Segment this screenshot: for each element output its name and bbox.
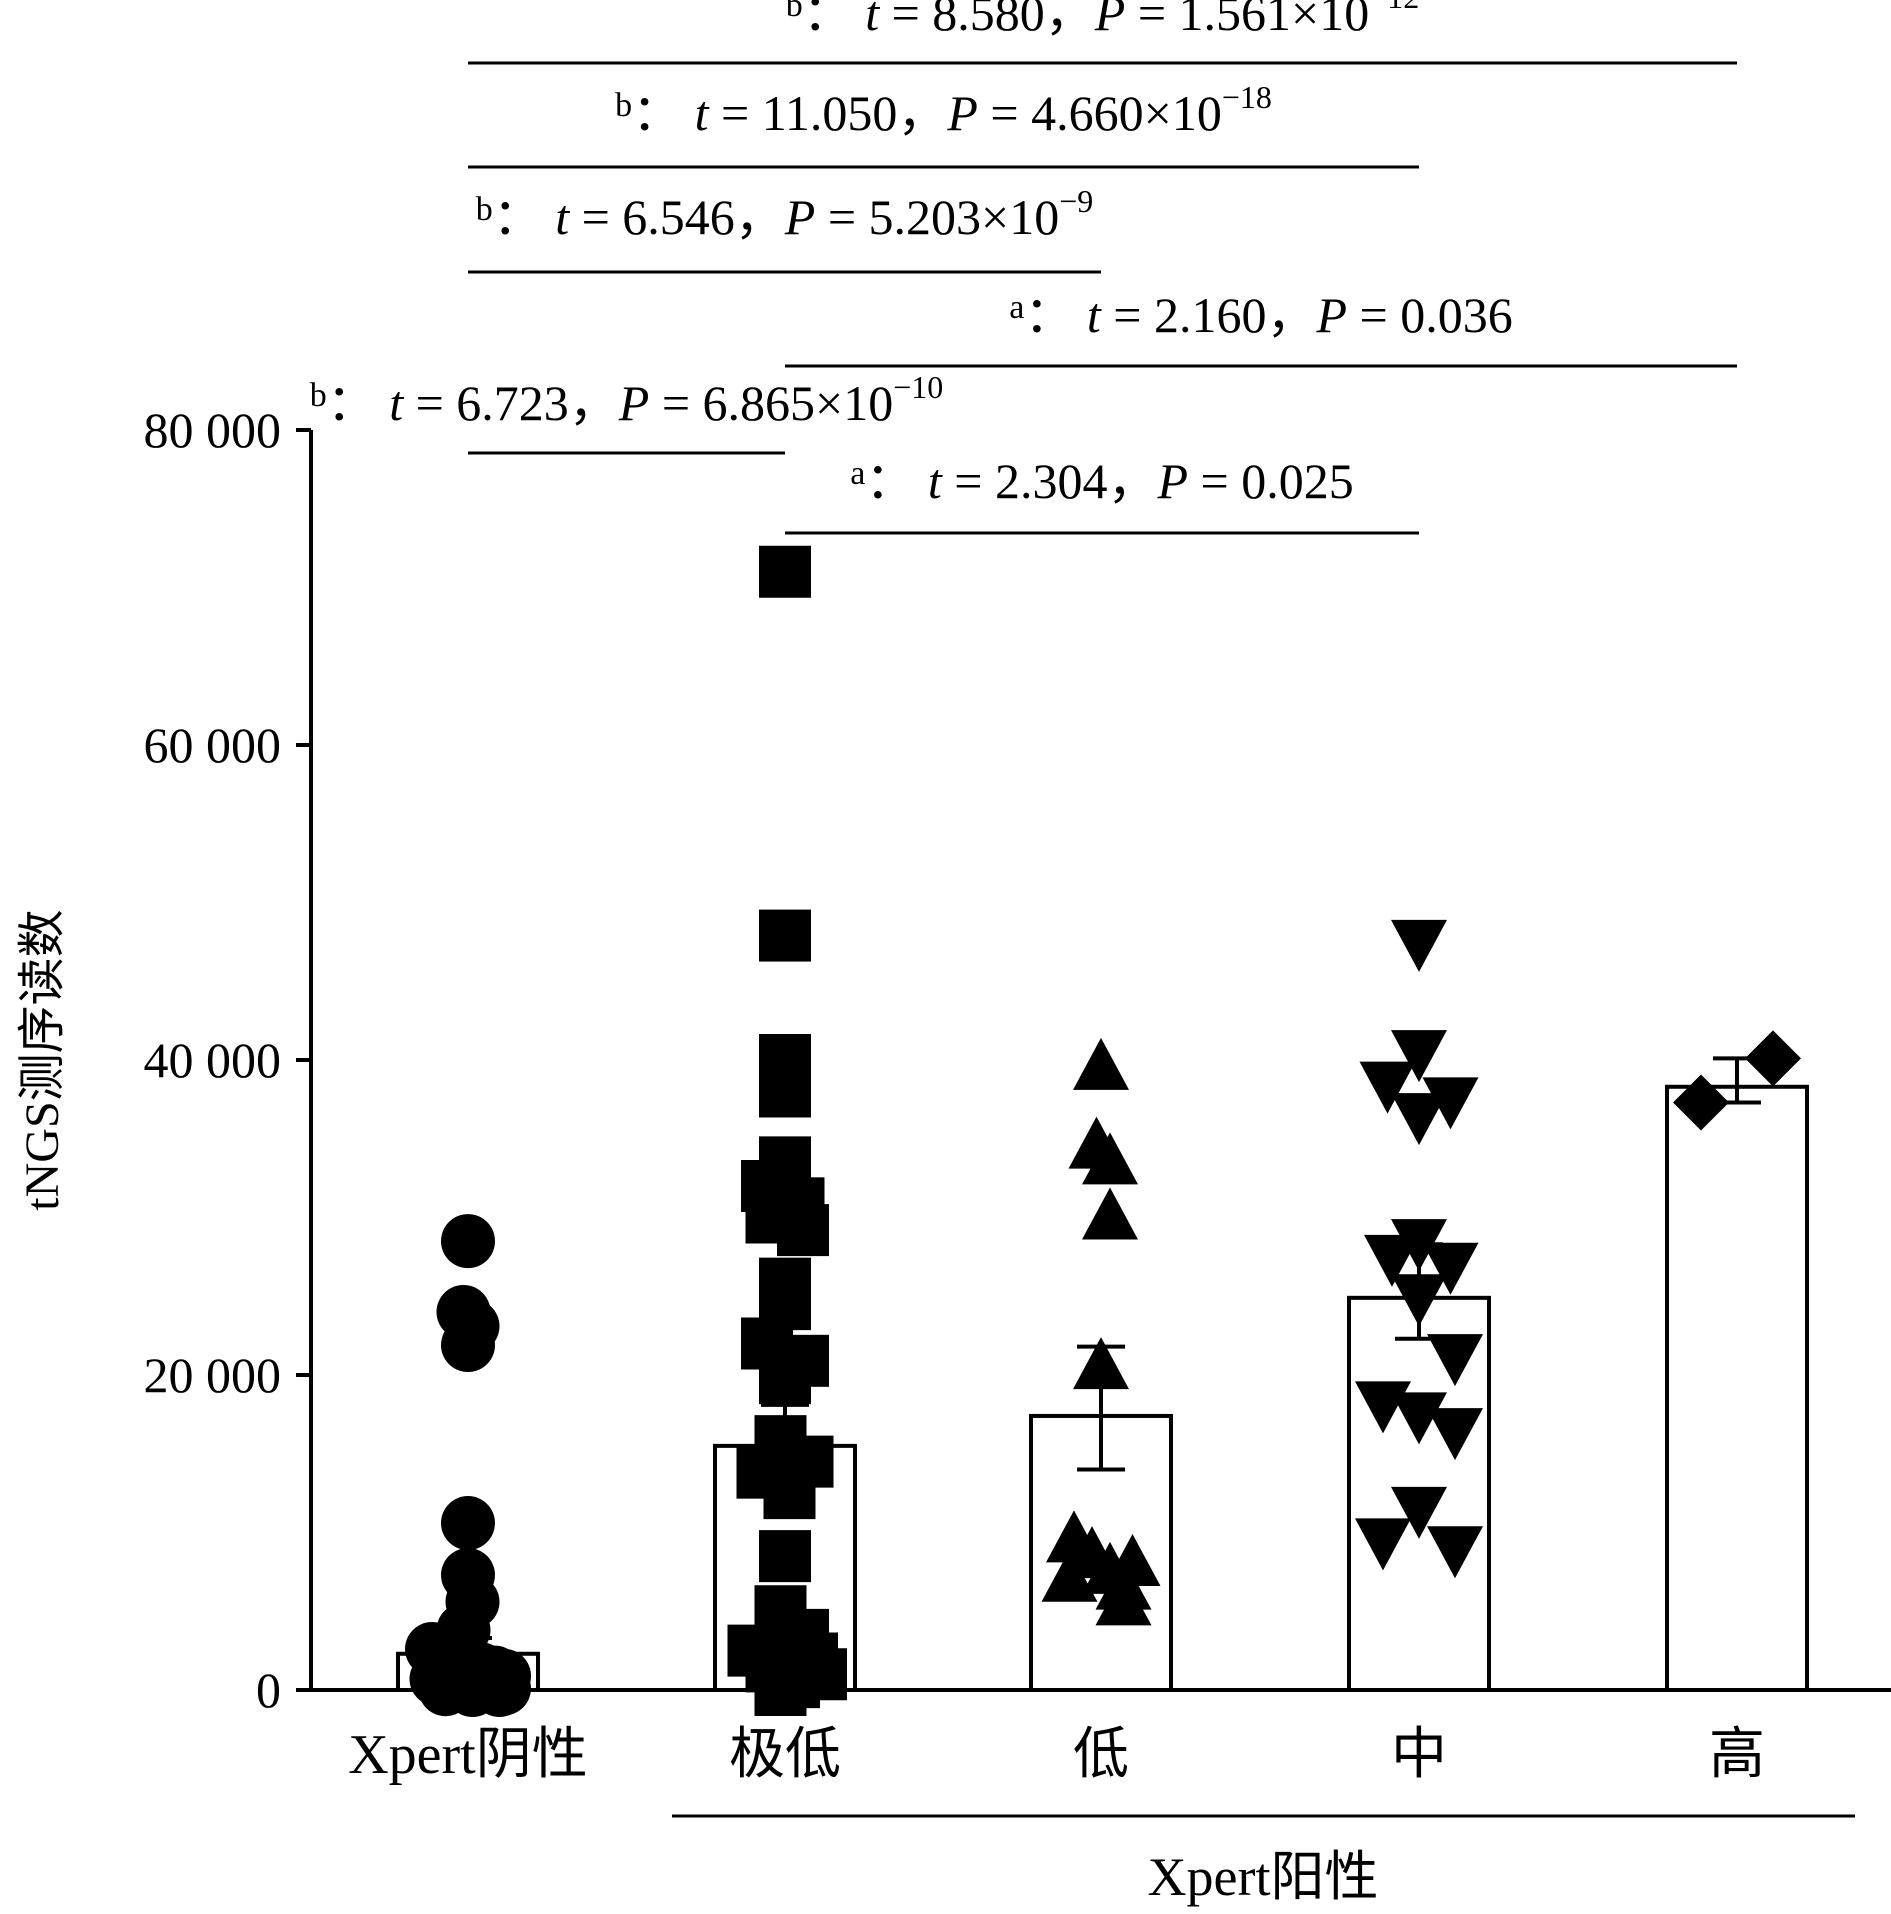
data-point [1082, 1132, 1138, 1185]
data-point [1427, 1334, 1483, 1387]
y-axis: 0 20 000 40 000 60 000 80 000 [144, 402, 313, 1718]
data-point [1673, 1074, 1729, 1131]
annotations: b： t = 8.580，P = 1.561×10−12 b： t = 11.05… [310, 0, 1737, 535]
significance-label: a： t = 2.304，P = 0.025 [850, 453, 1353, 509]
y-tick-label: 80 000 [144, 402, 282, 458]
significance-label: b： t = 6.546，P = 5.203×10−9 [476, 183, 1094, 245]
error-bars [444, 1056, 1761, 1666]
x-tick-label: 中 [1391, 1724, 1447, 1786]
y-axis-label: tNGS测序读数 [16, 909, 69, 1210]
data-point [1095, 1573, 1152, 1626]
data-point [759, 545, 811, 598]
data-point [759, 1530, 811, 1583]
data-point [759, 1352, 811, 1405]
group-label: Xpert阳性 [1148, 1847, 1379, 1907]
x-tick-label: 极低 [729, 1724, 841, 1786]
data-point [759, 1065, 811, 1118]
data-point [1391, 1093, 1447, 1146]
data-point [1073, 1037, 1129, 1090]
y-tick-label: 0 [256, 1662, 281, 1718]
significance-label: a： t = 2.160，P = 0.036 [1009, 287, 1512, 343]
y-tick-label: 40 000 [144, 1032, 282, 1088]
data-point [441, 1496, 495, 1551]
data-point [1391, 1392, 1447, 1445]
data-point [441, 1214, 495, 1269]
bar [1665, 1084, 1809, 1692]
y-tick-label: 20 000 [144, 1347, 282, 1403]
data-point [441, 1318, 495, 1373]
data-point [1082, 1187, 1138, 1240]
significance-label: b： t = 8.580，P = 1.561×10−12 [786, 0, 1420, 41]
data-point [759, 909, 811, 962]
significance-label: b： t = 11.050，P = 4.660×10−18 [615, 79, 1272, 141]
significance-label: b： t = 6.723，P = 6.865×10−10 [310, 369, 944, 431]
data-point [777, 1204, 829, 1257]
data-point [1355, 1518, 1411, 1571]
data-point [1391, 1030, 1447, 1083]
points [405, 545, 1801, 1717]
y-tick-label: 60 000 [144, 717, 282, 773]
data-point [1391, 919, 1447, 972]
x-tick-label: 高 [1709, 1724, 1765, 1786]
data-point [1422, 1077, 1479, 1130]
data-point [1359, 1061, 1416, 1114]
x-tick-label: 低 [1073, 1724, 1129, 1786]
data-point [1745, 1030, 1801, 1087]
data-point [1364, 1234, 1420, 1287]
data-point [763, 1467, 816, 1520]
data-point [1041, 1549, 1098, 1602]
x-tick-label: Xpert阴性 [348, 1724, 588, 1786]
data-point [1427, 1526, 1483, 1579]
data-point [1391, 1486, 1447, 1539]
data-point [1422, 1242, 1479, 1295]
x-tick-labels: Xpert阴性 极低 低 中 高 [348, 1724, 1765, 1786]
data-point [1427, 1408, 1483, 1461]
